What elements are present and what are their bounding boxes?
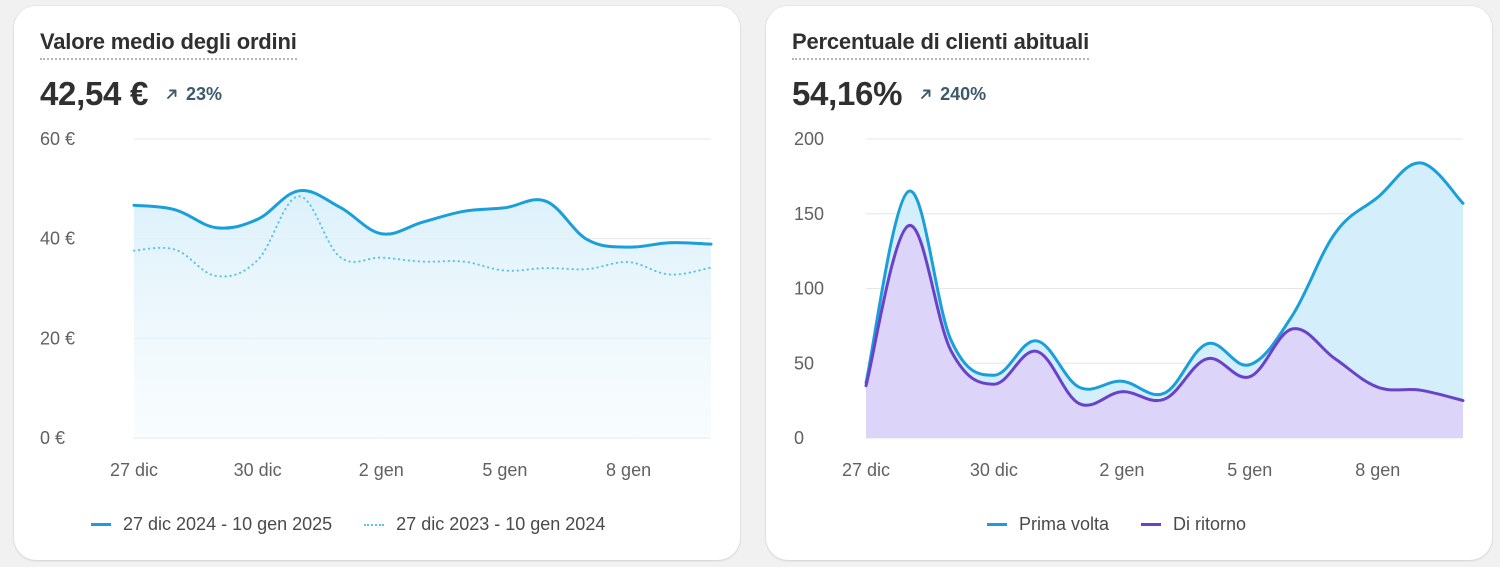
average-order-value-chart: 0 € 20 € 40 € 60 € 27 dic 30 dic 2 gen 5 gen 8 g… — [40, 129, 713, 480]
arrow-up-right-icon — [167, 89, 177, 99]
arrow-up-right-icon — [921, 89, 931, 99]
x-tick-label: 8 gen — [1355, 460, 1400, 480]
area-27-dic-2024-10-gen-2025 — [134, 190, 711, 438]
x-tick-label: 2 gen — [359, 460, 404, 480]
chart-legend: 27 dic 2024 - 10 gen 2025 27 dic 2023 - … — [91, 514, 605, 535]
x-tick-label: 2 gen — [1099, 460, 1144, 480]
legend-swatch-blue — [987, 523, 1007, 526]
returning-customers-card: Percentuale di clienti abituali 54,16% 2… — [766, 6, 1492, 560]
metric-row: 54,16% 240% — [792, 74, 986, 114]
x-tick-label: 8 gen — [606, 460, 651, 480]
legend-item-returning[interactable]: Di ritorno — [1141, 514, 1246, 535]
series-line-di-ritorno — [864, 224, 1465, 407]
y-tick-label: 0 — [794, 428, 804, 448]
returning-customers-chart: 0 50 100 150 200 27 dic 30 dic 2 gen 5 gen 8 gen — [794, 129, 1465, 480]
card-title[interactable]: Valore medio degli ordini — [40, 29, 297, 60]
legend-swatch-dotted — [364, 523, 385, 526]
legend-label: Di ritorno — [1173, 514, 1247, 534]
x-tick-label: 27 dic — [110, 460, 158, 480]
card-title[interactable]: Percentuale di clienti abituali — [792, 29, 1089, 60]
delta-value: 240% — [940, 83, 987, 104]
x-tick-label: 30 dic — [970, 460, 1018, 480]
series-line-prima-volta — [864, 161, 1465, 397]
y-tick-label: 0 € — [40, 428, 65, 448]
legend-item-current[interactable]: 27 dic 2024 - 10 gen 2025 — [91, 514, 332, 535]
series-line-27-dic-2023-10-gen-2024 — [133, 195, 712, 278]
x-tick-label: 27 dic — [842, 460, 890, 480]
legend-swatch-purple — [1141, 523, 1162, 526]
y-tick-label: 50 — [794, 353, 814, 373]
x-tick-label: 5 gen — [1227, 460, 1272, 480]
area-di-ritorno — [866, 225, 1463, 438]
metric-row: 42,54 € 23% — [40, 74, 222, 114]
chart-legend: Prima volta Di ritorno — [987, 514, 1246, 535]
metric-value: 54,16% — [792, 75, 903, 112]
y-tick-label: 40 € — [40, 229, 75, 249]
legend-swatch-solid — [91, 523, 111, 526]
legend-item-first-time[interactable]: Prima volta — [987, 514, 1109, 535]
x-tick-label: 30 dic — [234, 460, 282, 480]
legend-item-previous[interactable]: 27 dic 2023 - 10 gen 2024 — [364, 514, 605, 535]
y-tick-label: 60 € — [40, 129, 75, 149]
x-tick-label: 5 gen — [482, 460, 527, 480]
delta-badge: 23% — [166, 84, 222, 105]
delta-badge: 240% — [920, 84, 986, 105]
average-order-value-card: Valore medio degli ordini 42,54 € 23% 0 … — [14, 6, 740, 560]
legend-label: 27 dic 2023 - 10 gen 2024 — [396, 514, 606, 534]
series-line-27-dic-2024-10-gen-2025 — [132, 189, 713, 249]
legend-label: Prima volta — [1019, 514, 1110, 534]
y-tick-label: 200 — [794, 129, 824, 149]
y-tick-label: 20 € — [40, 328, 75, 348]
delta-value: 23% — [186, 83, 223, 104]
metric-value: 42,54 € — [40, 75, 149, 112]
y-tick-label: 100 — [794, 279, 824, 299]
y-tick-label: 150 — [794, 204, 824, 224]
legend-label: 27 dic 2024 - 10 gen 2025 — [123, 514, 333, 534]
